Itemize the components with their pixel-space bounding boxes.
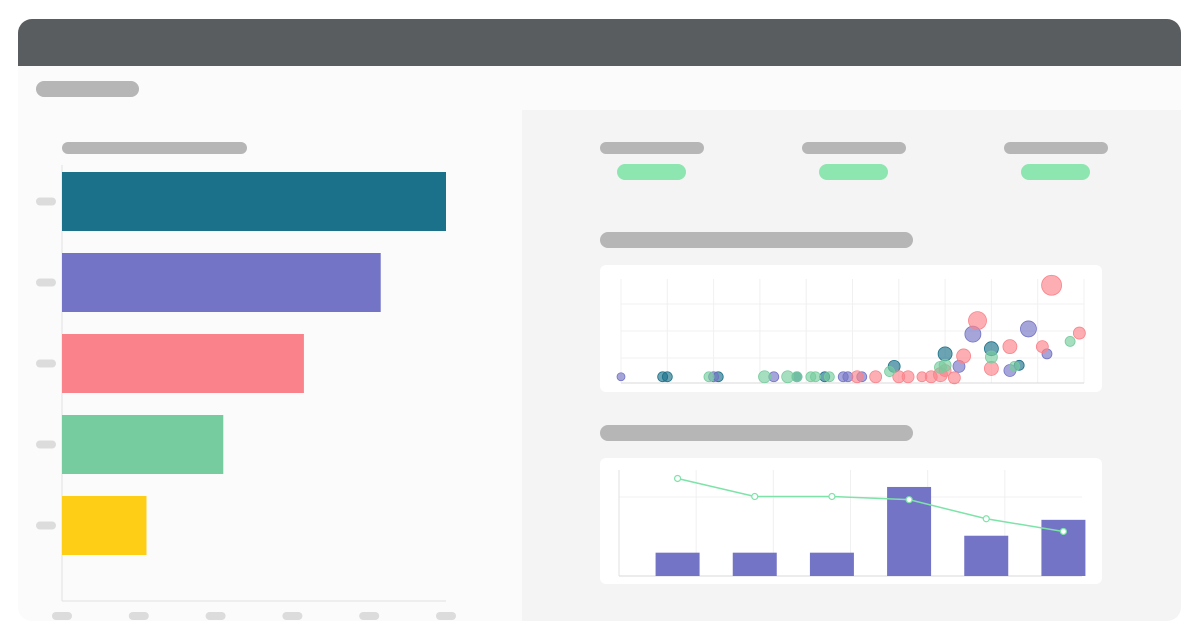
x-tick-label <box>436 612 456 620</box>
line-series <box>677 477 1064 533</box>
scatter-point <box>1035 340 1049 353</box>
scatter-point <box>1064 336 1076 347</box>
y-tick-label <box>36 197 56 206</box>
right-panel <box>522 110 1181 621</box>
scatter-point <box>901 370 915 384</box>
bar-chart-panel <box>18 110 522 621</box>
combo-chart-title-placeholder <box>600 425 913 441</box>
page-title-placeholder <box>36 81 139 97</box>
scatter-point <box>758 370 771 384</box>
scatter-point <box>661 371 673 383</box>
bar-line-chart <box>618 470 1086 577</box>
scatter-point <box>703 371 715 383</box>
scatter-point <box>1002 339 1018 354</box>
scatter-chart <box>616 274 1086 385</box>
scatter-chart-card <box>600 265 1102 392</box>
scatter-chart-title-placeholder <box>600 232 913 248</box>
bar <box>62 334 304 393</box>
x-tick-label <box>52 612 72 620</box>
scatter-point <box>956 348 972 364</box>
kpi-label-placeholder <box>1004 142 1108 154</box>
x-tick-label <box>205 612 226 620</box>
scatter-point <box>984 350 998 364</box>
kpi-value-badge <box>1021 164 1090 180</box>
y-tick-label <box>36 359 56 368</box>
scatter-point <box>1009 360 1020 372</box>
x-tick-label <box>128 612 149 620</box>
kpi-value-badge <box>819 164 888 180</box>
scatter-point <box>1020 320 1037 338</box>
scatter-point <box>938 358 952 372</box>
line-point <box>673 474 682 483</box>
x-tick-label <box>282 612 303 620</box>
bar <box>62 415 224 474</box>
x-tick-label <box>359 612 380 620</box>
scatter-point <box>947 371 961 385</box>
scatter-point <box>983 361 999 376</box>
y-tick-label <box>36 521 56 530</box>
app-window <box>18 19 1181 621</box>
scatter-point <box>869 370 883 384</box>
bar <box>809 552 854 576</box>
bar-chart-title-placeholder <box>62 142 247 154</box>
scatter-point <box>937 346 953 362</box>
scatter-point <box>1041 274 1062 296</box>
scatter-point <box>791 371 803 383</box>
line-point <box>1059 527 1068 536</box>
title-bar <box>18 19 1181 66</box>
line-point <box>982 515 990 523</box>
line-point <box>905 496 913 504</box>
combo-chart-card <box>600 458 1102 584</box>
kpi-label-placeholder <box>802 142 906 154</box>
y-tick-label <box>36 278 56 287</box>
bar <box>655 552 700 576</box>
line-point <box>828 492 836 501</box>
line-point <box>751 492 759 501</box>
scatter-point <box>823 371 835 383</box>
bar <box>62 172 446 231</box>
horizontal-bar-chart <box>36 165 456 620</box>
y-tick-label <box>36 440 56 449</box>
scatter-point <box>1072 326 1086 340</box>
kpi-value-badge <box>617 164 686 180</box>
bar <box>732 552 777 576</box>
scatter-point <box>884 366 895 377</box>
bar <box>964 535 1009 576</box>
scatter-point <box>968 311 987 330</box>
scatter-point <box>850 370 864 384</box>
bar <box>62 496 147 555</box>
bar <box>62 253 381 312</box>
scatter-point <box>616 372 626 382</box>
scatter-point <box>810 371 821 383</box>
kpi-label-placeholder <box>600 142 704 154</box>
